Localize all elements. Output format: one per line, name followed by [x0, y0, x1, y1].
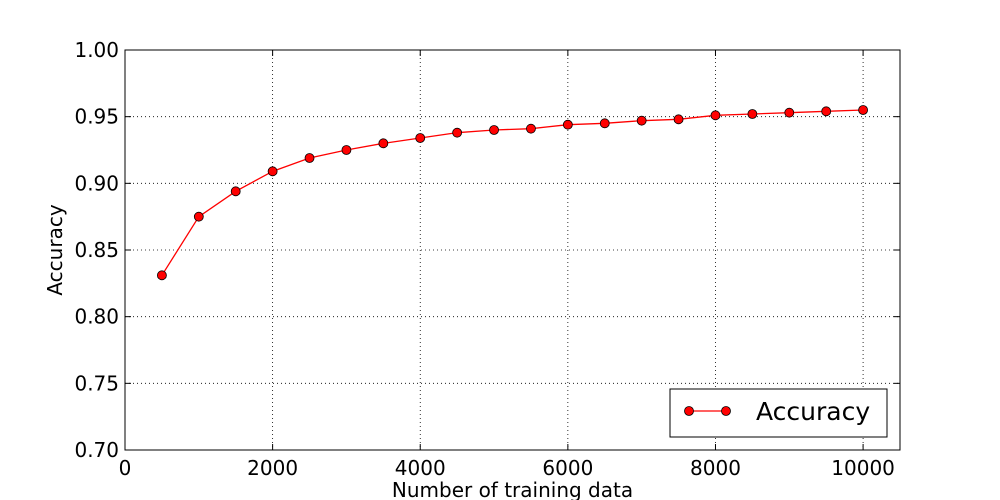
y-tick-label: 0.80 — [74, 305, 119, 329]
data-point — [489, 125, 499, 135]
data-point — [267, 166, 278, 177]
data-point — [747, 109, 758, 119]
data-point — [562, 119, 573, 130]
data-point — [304, 153, 315, 163]
legend-box — [669, 388, 888, 438]
y-tick-label: 1.00 — [74, 38, 119, 62]
series-accuracy — [157, 105, 868, 281]
data-point — [452, 127, 463, 138]
y-tick-label: 0.95 — [74, 105, 119, 129]
y-tick-label: 0.90 — [74, 171, 119, 195]
data-point — [230, 186, 241, 197]
legend-label-accuracy: Accuracy — [756, 397, 870, 426]
y-tick-label: 0.75 — [74, 371, 119, 395]
data-point — [710, 110, 721, 121]
x-tick-label: 10000 — [831, 456, 895, 480]
x-tick-label: 6000 — [542, 456, 593, 480]
series-line-accuracy — [161, 109, 864, 276]
y-tick-labels: 0.70 0.75 0.80 0.85 0.90 0.95 1.00 — [74, 38, 119, 462]
data-point — [415, 133, 426, 143]
data-point — [784, 107, 795, 118]
y-axis-label: Accuracy — [43, 204, 67, 295]
plot-frame — [124, 49, 901, 451]
x-tick-label: 2000 — [247, 456, 298, 480]
legend: Accuracy — [669, 388, 888, 438]
legend-marker — [684, 406, 694, 416]
data-point — [858, 105, 868, 115]
data-point — [193, 211, 204, 222]
x-tick-label: 4000 — [395, 456, 446, 480]
y-tick-label: 0.70 — [74, 438, 119, 462]
x-axis-label: Number of training data — [392, 478, 633, 500]
data-point — [636, 115, 647, 126]
data-point — [821, 106, 832, 117]
y-tick-label: 0.85 — [74, 238, 119, 262]
x-tick-label: 8000 — [690, 456, 741, 480]
data-point — [599, 118, 610, 129]
grid-lines — [125, 50, 900, 450]
data-point — [673, 114, 684, 125]
data-point — [341, 145, 352, 155]
legend-marker — [721, 406, 731, 416]
x-tick-label: 0 — [119, 456, 132, 480]
data-point — [157, 270, 167, 281]
x-tick-labels: 0 2000 4000 6000 8000 10000 — [119, 456, 895, 480]
data-point — [378, 138, 389, 149]
data-point — [526, 123, 536, 134]
